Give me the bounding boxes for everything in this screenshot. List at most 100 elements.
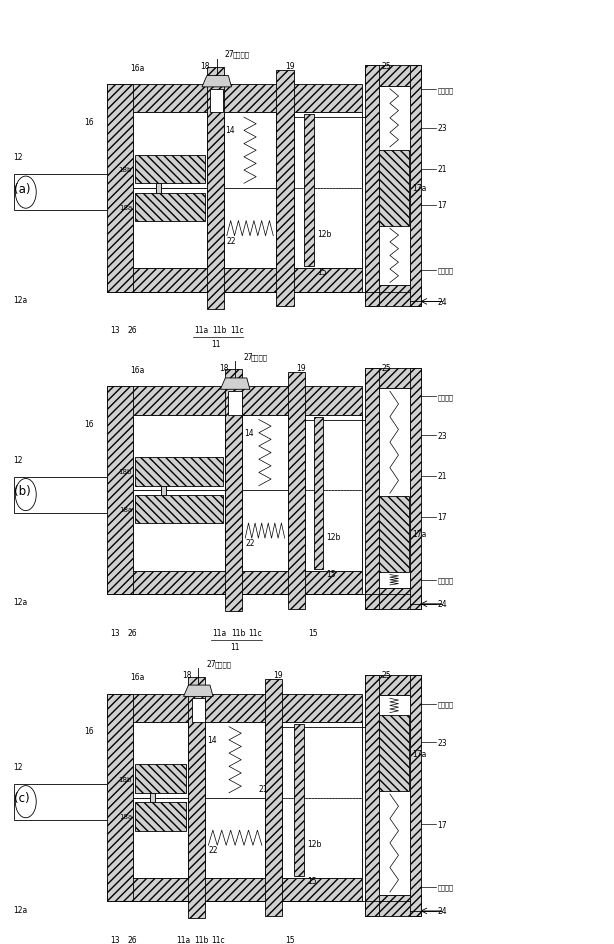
Bar bbox=[107, 269, 362, 293]
Text: 11c: 11c bbox=[248, 628, 262, 637]
Text: 18b: 18b bbox=[119, 776, 132, 782]
Text: 24: 24 bbox=[437, 906, 447, 916]
Bar bbox=[304, 115, 314, 267]
Text: 27: 27 bbox=[243, 352, 253, 362]
Bar bbox=[135, 156, 204, 184]
Bar bbox=[133, 113, 362, 269]
Bar bbox=[133, 189, 206, 269]
Bar bbox=[133, 722, 188, 798]
Text: 14: 14 bbox=[225, 126, 235, 135]
Bar bbox=[107, 387, 362, 415]
Text: 圧縮空気: 圧縮空気 bbox=[437, 394, 453, 400]
Bar bbox=[161, 486, 166, 496]
Text: 27: 27 bbox=[206, 659, 216, 668]
Text: 14: 14 bbox=[244, 429, 254, 437]
Text: 25: 25 bbox=[382, 61, 392, 71]
Bar bbox=[14, 175, 107, 211]
Bar bbox=[107, 85, 133, 293]
Text: 21: 21 bbox=[259, 784, 268, 793]
Text: (a): (a) bbox=[14, 182, 30, 195]
Text: 19: 19 bbox=[297, 363, 306, 373]
Polygon shape bbox=[202, 76, 231, 88]
Text: 11b: 11b bbox=[231, 628, 246, 637]
Text: 12b: 12b bbox=[317, 230, 331, 239]
Bar bbox=[314, 417, 324, 569]
Text: 21: 21 bbox=[437, 472, 446, 481]
Text: 18a: 18a bbox=[119, 507, 132, 513]
Bar bbox=[133, 113, 206, 189]
Bar bbox=[305, 415, 362, 571]
Text: 18: 18 bbox=[182, 670, 192, 680]
Text: 17a: 17a bbox=[413, 749, 427, 758]
Text: 18b: 18b bbox=[119, 167, 132, 173]
Bar bbox=[379, 497, 409, 572]
Bar bbox=[265, 680, 282, 916]
Bar bbox=[150, 793, 155, 802]
Text: 15: 15 bbox=[286, 935, 295, 944]
Text: 12b: 12b bbox=[327, 532, 341, 541]
Bar bbox=[276, 71, 293, 307]
Polygon shape bbox=[220, 379, 250, 390]
Bar bbox=[365, 675, 421, 696]
Text: 17: 17 bbox=[437, 513, 447, 522]
Text: 18: 18 bbox=[219, 363, 228, 373]
Text: 26: 26 bbox=[127, 326, 137, 335]
Text: 23: 23 bbox=[437, 125, 447, 133]
Bar bbox=[133, 722, 362, 878]
Text: 11a: 11a bbox=[194, 326, 209, 335]
Text: 11: 11 bbox=[230, 642, 239, 651]
Text: 18b: 18b bbox=[119, 469, 132, 475]
Text: 大気解放: 大気解放 bbox=[437, 884, 453, 890]
Text: 17: 17 bbox=[437, 819, 447, 829]
Text: 16a: 16a bbox=[130, 365, 144, 375]
Bar bbox=[293, 113, 362, 269]
Bar bbox=[379, 87, 410, 286]
Text: 13: 13 bbox=[111, 628, 120, 637]
Text: 27: 27 bbox=[225, 50, 235, 59]
Text: 19: 19 bbox=[285, 61, 295, 71]
Text: 22: 22 bbox=[208, 845, 218, 854]
Bar bbox=[365, 368, 421, 389]
Text: 22: 22 bbox=[245, 538, 255, 548]
Text: 13: 13 bbox=[111, 935, 120, 944]
Bar bbox=[192, 699, 205, 722]
Text: 12: 12 bbox=[14, 455, 23, 464]
Bar bbox=[107, 878, 362, 902]
Bar bbox=[365, 588, 421, 609]
Bar bbox=[161, 486, 166, 496]
Bar bbox=[379, 696, 410, 895]
Bar bbox=[228, 392, 242, 415]
Bar bbox=[107, 694, 133, 902]
Text: 18: 18 bbox=[200, 61, 210, 71]
Bar bbox=[150, 793, 155, 802]
Bar bbox=[107, 571, 362, 595]
Text: 16: 16 bbox=[84, 420, 94, 429]
Text: 12a: 12a bbox=[14, 295, 28, 305]
Text: 大気解放: 大気解放 bbox=[233, 52, 250, 58]
Bar bbox=[379, 389, 410, 588]
Text: 23: 23 bbox=[437, 738, 447, 747]
Bar bbox=[133, 491, 225, 571]
Text: 24: 24 bbox=[437, 297, 447, 307]
Bar bbox=[379, 716, 409, 791]
Text: 21: 21 bbox=[437, 165, 446, 174]
Bar bbox=[242, 415, 288, 491]
Text: 25: 25 bbox=[382, 363, 392, 373]
Bar bbox=[188, 677, 205, 919]
Text: 16: 16 bbox=[84, 118, 94, 126]
Bar bbox=[365, 368, 379, 609]
Text: 22: 22 bbox=[227, 236, 236, 245]
Text: 23: 23 bbox=[437, 431, 447, 440]
Text: 11a: 11a bbox=[176, 935, 190, 944]
Text: 圧縮空気: 圧縮空気 bbox=[437, 267, 453, 274]
Bar bbox=[223, 189, 276, 269]
Text: 15: 15 bbox=[327, 569, 336, 579]
Text: 15: 15 bbox=[308, 628, 317, 637]
Bar bbox=[365, 675, 379, 916]
Bar bbox=[379, 151, 409, 227]
Text: 11b: 11b bbox=[194, 935, 209, 944]
Text: 大気解放: 大気解放 bbox=[214, 661, 231, 666]
Text: 18a: 18a bbox=[119, 814, 132, 819]
Text: (c): (c) bbox=[14, 791, 29, 804]
Text: 11a: 11a bbox=[212, 628, 227, 637]
